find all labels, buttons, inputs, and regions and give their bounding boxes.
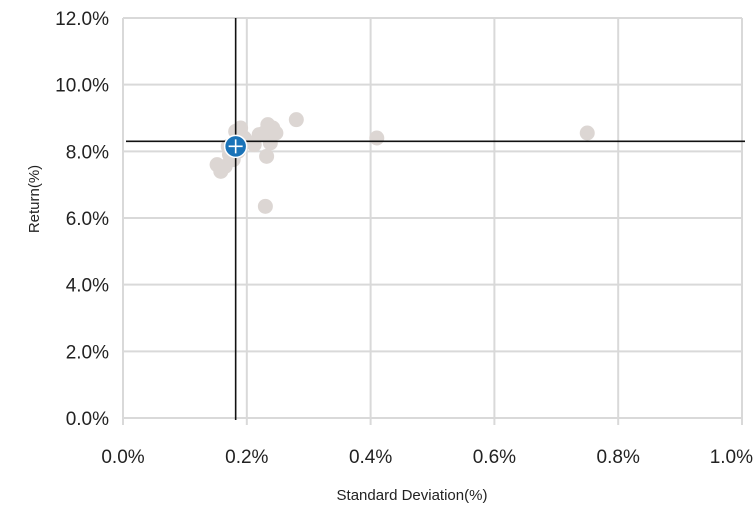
data-point: [579, 125, 595, 141]
data-point: [259, 148, 275, 164]
x-tick-label: 0.4%: [349, 447, 392, 468]
x-tick-label: 0.6%: [473, 447, 516, 468]
y-tick-label: 12.0%: [55, 9, 109, 30]
x-tick-label: 1.0%: [710, 447, 753, 468]
grid-lines: [122, 17, 743, 425]
y-axis-ticks: 0.0% 2.0% 4.0% 6.0% 8.0% 10.0% 12.0%: [55, 9, 109, 430]
y-tick-label: 2.0%: [66, 342, 109, 363]
x-tick-label: 0.8%: [597, 447, 640, 468]
y-tick-label: 8.0%: [66, 142, 109, 163]
x-tick-label: 0.0%: [101, 447, 144, 468]
data-point: [288, 112, 304, 128]
highlighted-point: [223, 134, 248, 159]
x-axis-ticks: 0.0% 0.2% 0.4% 0.6% 0.8% 1.0%: [101, 447, 753, 468]
data-point: [369, 130, 385, 146]
y-tick-label: 0.0%: [66, 409, 109, 430]
y-tick-label: 4.0%: [66, 276, 109, 297]
data-points: [209, 112, 595, 214]
y-tick-label: 10.0%: [55, 76, 109, 97]
y-tick-label: 6.0%: [66, 209, 109, 230]
x-tick-label: 0.2%: [225, 447, 268, 468]
x-axis-title: Standard Deviation(%): [337, 487, 488, 504]
data-point: [257, 198, 273, 214]
y-axis-title: Return(%): [26, 165, 43, 233]
highlight-crosshair-marker: [228, 139, 243, 154]
data-point: [268, 125, 284, 141]
